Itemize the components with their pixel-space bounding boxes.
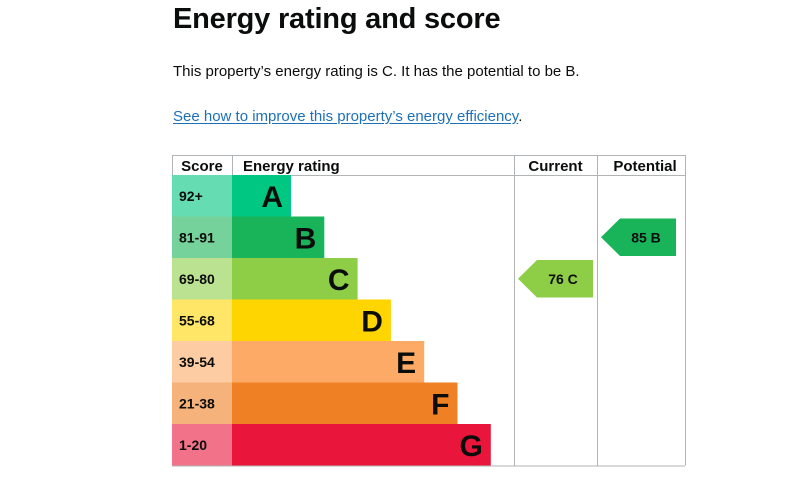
improve-link-suffix: . xyxy=(518,108,523,125)
score-cell-d xyxy=(172,299,232,341)
score-cell-e xyxy=(172,341,232,383)
rating-letter-e: E xyxy=(396,347,416,380)
rating-letter-g: G xyxy=(459,430,482,463)
potential-rating-pointer xyxy=(601,218,676,256)
current-rating-label: 76 C xyxy=(548,271,578,287)
current-rating-pointer xyxy=(518,260,593,298)
score-label-d: 55-68 xyxy=(179,312,215,328)
rating-bar-a xyxy=(232,175,291,217)
score-cell-b xyxy=(172,216,232,258)
rating-letter-b: B xyxy=(295,222,317,255)
rating-bar-f xyxy=(232,382,458,424)
score-label-a: 92+ xyxy=(179,188,203,204)
rating-bar-d xyxy=(232,299,391,341)
score-header: Score xyxy=(181,158,223,175)
rating-letter-a: A xyxy=(261,181,283,214)
rating-letter-d: D xyxy=(361,305,383,338)
score-label-c: 69-80 xyxy=(179,271,215,287)
rating-bar-b xyxy=(232,216,325,258)
improve-efficiency-link[interactable]: See how to improve this property’s energ… xyxy=(173,108,519,125)
current-header: Current xyxy=(528,158,582,175)
potential-header: Potential xyxy=(613,158,676,175)
page-heading: Energy rating and score xyxy=(173,3,501,35)
score-label-f: 21-38 xyxy=(179,395,215,411)
chart-headers: Score Energy rating Current Potential xyxy=(181,158,677,175)
score-label-b: 81-91 xyxy=(179,229,215,245)
score-label-g: 1-20 xyxy=(179,437,207,453)
score-cell-g xyxy=(172,424,232,466)
rating-bar-e xyxy=(232,341,425,383)
rating-bar-c xyxy=(232,258,358,300)
score-label-e: 39-54 xyxy=(179,354,215,370)
score-cell-f xyxy=(172,382,232,424)
rating-bands: 92+ A 81-91 B 69-80 C 55-68 D 39-54 E 21-38 F 1-20 G xyxy=(172,175,491,466)
score-cell-c xyxy=(172,258,232,300)
rating-letter-c: C xyxy=(328,264,350,297)
potential-rating-label: 85 B xyxy=(631,229,661,245)
energy-rating-header: Energy rating xyxy=(243,158,340,175)
improve-paragraph: See how to improve this property’s energ… xyxy=(173,108,522,125)
rating-summary: This property’s energy rating is C. It h… xyxy=(173,63,580,80)
rating-pointers: 76 C 85 B xyxy=(518,218,676,298)
score-cell-a xyxy=(172,175,232,217)
rating-letter-f: F xyxy=(431,388,449,421)
rating-bar-g xyxy=(232,424,491,466)
